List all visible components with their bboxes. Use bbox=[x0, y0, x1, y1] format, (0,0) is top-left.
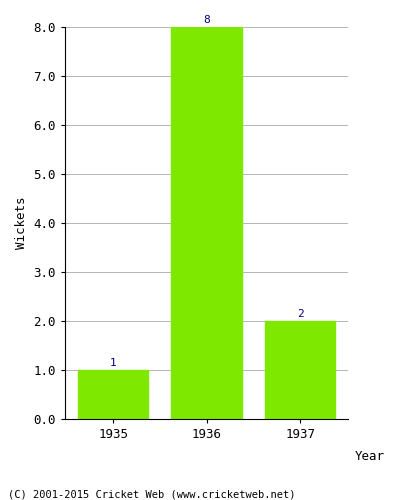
Text: (C) 2001-2015 Cricket Web (www.cricketweb.net): (C) 2001-2015 Cricket Web (www.cricketwe… bbox=[8, 490, 296, 500]
Text: Year: Year bbox=[355, 450, 385, 462]
Text: 2: 2 bbox=[297, 308, 304, 318]
Y-axis label: Wickets: Wickets bbox=[15, 197, 28, 250]
Text: 1: 1 bbox=[110, 358, 116, 368]
Bar bbox=[172, 28, 242, 419]
Text: 8: 8 bbox=[203, 15, 210, 25]
Bar bbox=[78, 370, 148, 419]
Bar bbox=[265, 321, 335, 419]
